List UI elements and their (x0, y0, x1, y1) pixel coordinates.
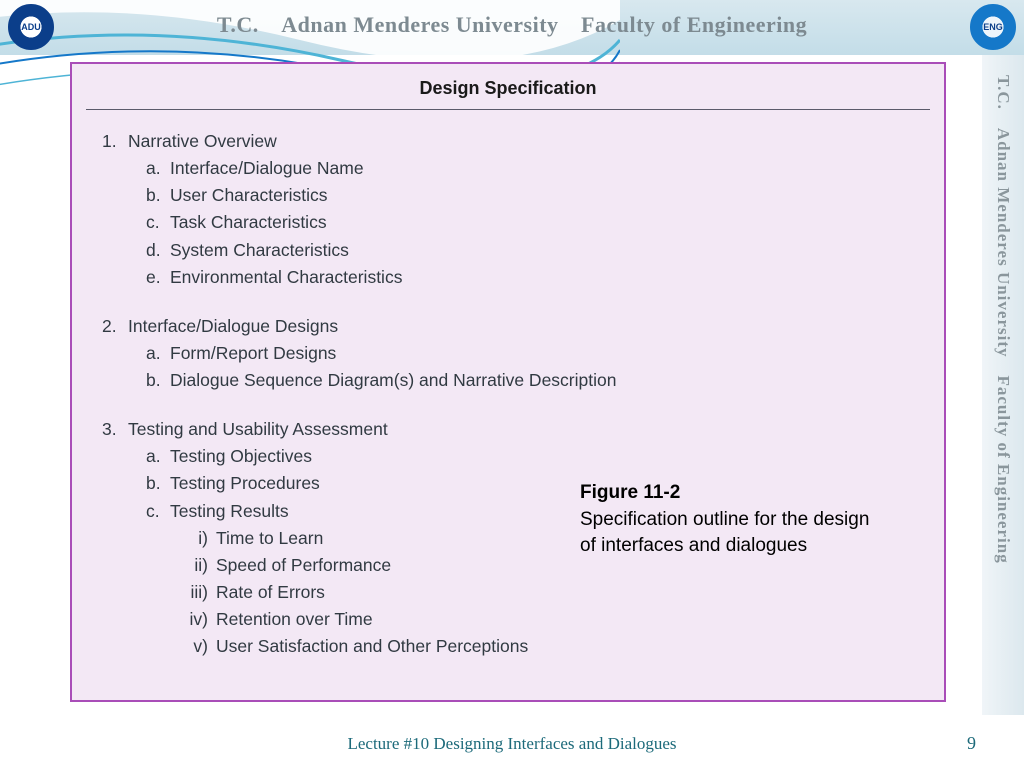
page-number: 9 (967, 733, 976, 754)
header-title: T.C. Adnan Menderes University Faculty o… (0, 12, 1024, 38)
outline-section: 2.Interface/Dialogue Designs (102, 313, 922, 340)
engineering-faculty-logo-right: ENG (970, 4, 1016, 50)
spec-box-title: Design Specification (86, 64, 930, 110)
outline-section: 3.Testing and Usability Assessment (102, 416, 922, 443)
figure-caption: Figure 11-2 Specification outline for th… (580, 480, 880, 560)
outline-item: d.System Characteristics (102, 237, 922, 264)
outline-item: b.User Characteristics (102, 182, 922, 209)
outline-item: a.Form/Report Designs (102, 340, 922, 367)
outline-item: a.Interface/Dialogue Name (102, 155, 922, 182)
sidebar-title-vertical: T.C. Adnan Menderes University Faculty o… (982, 55, 1024, 715)
outline-subitem: iv)Retention over Time (102, 606, 922, 633)
outline-subitem: iii)Rate of Errors (102, 579, 922, 606)
spec-box-body: 1.Narrative Overviewa.Interface/Dialogue… (72, 110, 944, 670)
outline-item: a.Testing Objectives (102, 443, 922, 470)
outline-item: c.Task Characteristics (102, 209, 922, 236)
outline-subitem: v)User Satisfaction and Other Perception… (102, 633, 922, 660)
design-specification-box: Design Specification 1.Narrative Overvie… (70, 62, 946, 702)
slide-header: ADU T.C. Adnan Menderes University Facul… (0, 0, 1024, 55)
slide-footer-text: Lecture #10 Designing Interfaces and Dia… (0, 734, 1024, 754)
outline-item: b.Dialogue Sequence Diagram(s) and Narra… (102, 367, 922, 394)
figure-caption-text: Specification outline for the design of … (580, 509, 869, 557)
figure-number: Figure 11-2 (580, 482, 680, 503)
outline-section: 1.Narrative Overview (102, 128, 922, 155)
outline-item: e.Environmental Characteristics (102, 264, 922, 291)
